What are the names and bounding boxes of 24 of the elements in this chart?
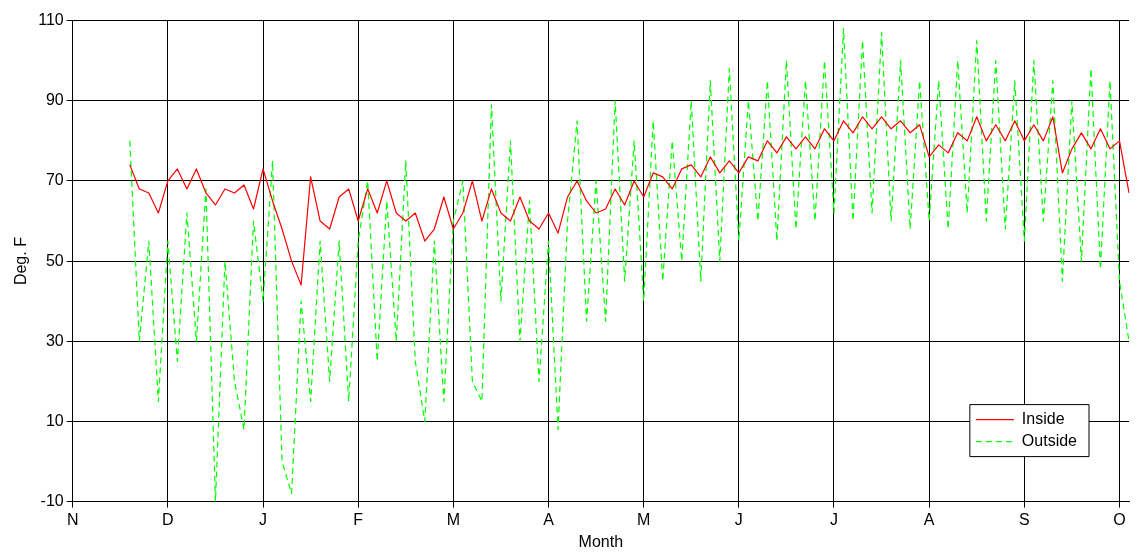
x-tick-label: S xyxy=(1018,510,1030,528)
line-series xyxy=(129,28,1130,502)
y-tick-label: 90 xyxy=(45,91,64,109)
y-axis-title: Deg. F xyxy=(12,236,30,286)
y-tick-label: -10 xyxy=(40,492,64,510)
x-tick-label: A xyxy=(543,510,555,528)
x-tick-label: J xyxy=(734,510,743,528)
y-tick-label: 50 xyxy=(45,251,64,269)
x-tick-label: M xyxy=(637,510,651,528)
x-tick-label: D xyxy=(162,510,174,528)
x-axis-title: Month xyxy=(578,532,624,550)
x-tick-label: N xyxy=(66,510,79,528)
x-tick-label: A xyxy=(923,510,935,528)
x-tick-label: J xyxy=(259,510,268,528)
y-tick-label: 10 xyxy=(45,411,64,429)
y-tick-label: 110 xyxy=(38,11,64,29)
y-tick-label: 30 xyxy=(45,331,64,349)
legend-label: Outside xyxy=(1021,432,1078,450)
x-tick-label: O xyxy=(1113,510,1126,528)
x-tick-label: J xyxy=(830,510,838,528)
legend-label: Inside xyxy=(1021,410,1065,428)
y-tick-label: 70 xyxy=(45,171,64,189)
x-tick-label: F xyxy=(353,510,364,528)
x-tick-label: M xyxy=(446,510,461,528)
